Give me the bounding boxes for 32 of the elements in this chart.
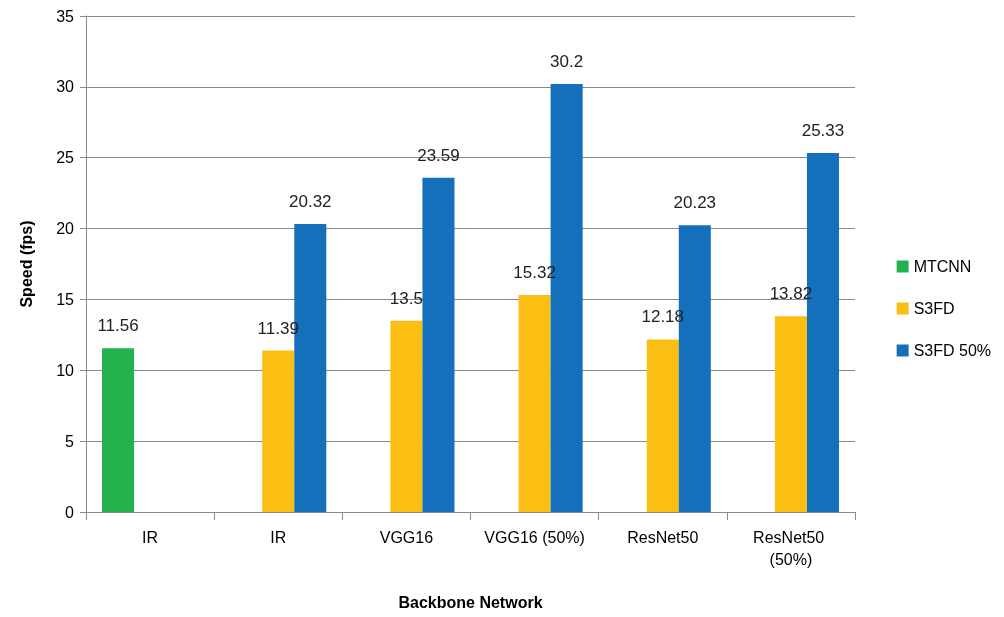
data-label: 20.23 (673, 193, 717, 213)
legend-label: S3FD 50% (913, 342, 992, 359)
y-tick-label: 30 (56, 78, 75, 96)
x-tick-label: ResNet50 (50%) (753, 528, 829, 568)
x-tick-label: ResNet50 (627, 528, 699, 546)
data-label: 25.33 (801, 121, 845, 141)
x-tick-label: IR (142, 528, 159, 546)
bar (646, 339, 679, 512)
x-tick-label: VGG16 (379, 528, 434, 546)
data-label: 23.59 (417, 145, 460, 165)
y-tick-label: 35 (56, 7, 75, 25)
y-tick-label: 25 (56, 149, 75, 167)
data-label: 11.56 (97, 316, 139, 336)
x-tick-label: IR (270, 528, 287, 546)
bar (390, 320, 423, 512)
bar (518, 294, 551, 512)
x-axis-title: Backbone Network (398, 593, 543, 611)
bar (774, 316, 807, 512)
data-label: 30.2 (550, 52, 584, 72)
y-tick-label: 10 (56, 361, 75, 379)
bar (422, 177, 455, 512)
y-axis-title: Speed (fps) (17, 220, 35, 308)
bar (102, 348, 135, 512)
bar (262, 350, 295, 512)
x-tick-label: VGG16 (50%) (484, 528, 585, 546)
y-tick-label: 5 (65, 432, 75, 450)
data-label: 20.32 (289, 192, 332, 212)
legend-label: S3FD (913, 300, 955, 317)
legend-label: MTCNN (913, 258, 972, 275)
y-tick-label: 0 (65, 503, 75, 521)
y-tick-label: 15 (56, 290, 75, 308)
y-tick-label: 20 (56, 220, 75, 238)
